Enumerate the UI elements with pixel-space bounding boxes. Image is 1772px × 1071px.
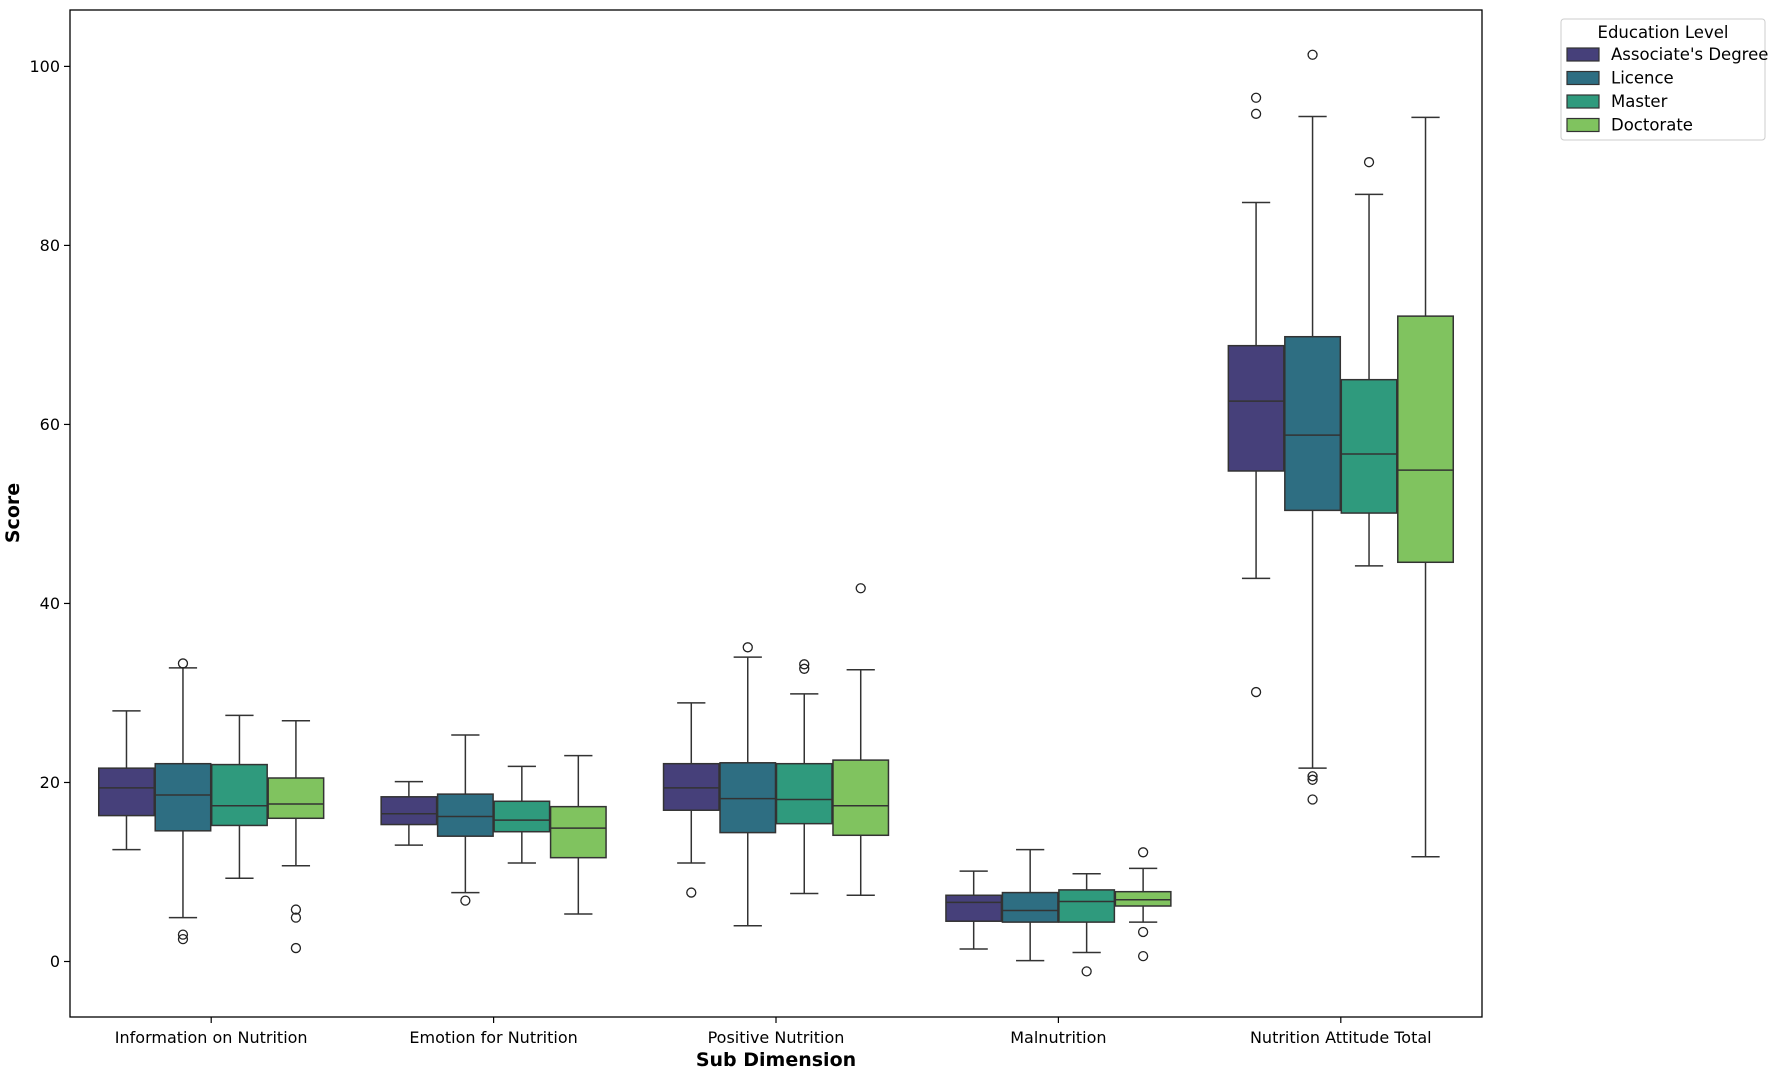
legend: Education Level Associate's Degree Licenc… — [1560, 18, 1768, 141]
box-3-0 — [945, 870, 1003, 950]
x-tick-label: Emotion for Nutrition — [409, 1028, 577, 1047]
box-1-3 — [549, 754, 607, 915]
box-1-0 — [380, 780, 438, 846]
x-tick-label: Malnutrition — [1010, 1028, 1106, 1047]
box-iqr — [1227, 344, 1285, 472]
outlier-point — [177, 658, 189, 669]
outlier-point — [1250, 108, 1262, 119]
box-1-2 — [493, 765, 551, 864]
box-iqr — [210, 763, 268, 827]
box-iqr — [380, 796, 438, 826]
box-0-0 — [97, 710, 155, 851]
box-iqr — [945, 894, 1003, 922]
box-2-3 — [832, 583, 890, 897]
box-iqr — [662, 762, 720, 811]
axes: 0 20 40 60 80 100 Information on Nutrition Emot… — [29, 57, 1431, 1047]
box-4-1 — [1284, 49, 1342, 805]
outlier-point — [290, 942, 302, 954]
legend-swatch — [1566, 94, 1600, 109]
legend-swatch — [1566, 70, 1600, 86]
box-4-3 — [1397, 116, 1455, 858]
outlier-point — [1363, 157, 1375, 168]
box-iqr — [1114, 890, 1172, 907]
outlier-point — [1250, 92, 1262, 103]
legend-label: Master — [1611, 92, 1668, 111]
outlier-point — [799, 659, 810, 670]
legend-label: Doctorate — [1611, 116, 1693, 135]
box-0-3 — [267, 719, 325, 954]
legend-label: Associate's Degree — [1611, 45, 1768, 64]
outlier-point — [290, 912, 302, 923]
legend-item: Associate's Degree — [1566, 45, 1768, 64]
box-iqr — [436, 793, 494, 837]
box-iqr — [719, 762, 777, 834]
y-axis-label: Score — [2, 483, 24, 543]
box-0-2 — [210, 714, 268, 880]
box-iqr — [1001, 891, 1059, 923]
y-tick-label: 80 — [40, 236, 60, 255]
legend-item: Master — [1566, 92, 1668, 111]
outlier-point — [1307, 774, 1318, 785]
box-1-1 — [436, 734, 494, 906]
y-tick-label: 60 — [40, 415, 60, 434]
outlier-point — [1307, 771, 1318, 782]
y-tick-label: 40 — [40, 594, 60, 613]
box-iqr — [493, 800, 551, 833]
outlier-point — [177, 929, 189, 940]
box-3-1 — [1001, 848, 1059, 962]
legend-label: Licence — [1611, 69, 1674, 88]
outlier-point — [1250, 686, 1262, 698]
legend-frame — [1560, 18, 1766, 141]
box-3-2 — [1058, 873, 1116, 977]
y-tick-label: 20 — [40, 773, 60, 792]
box-iqr — [1284, 335, 1342, 512]
box-3-3 — [1114, 847, 1172, 962]
outlier-point — [1137, 950, 1149, 962]
box-iqr — [154, 762, 212, 832]
box-2-1 — [719, 642, 777, 927]
box-2-0 — [662, 702, 720, 898]
box-iqr — [832, 759, 890, 837]
box-4-2 — [1340, 157, 1398, 567]
x-tick-label: Information on Nutrition — [115, 1028, 308, 1047]
outlier-point — [290, 904, 302, 915]
box-iqr — [549, 805, 607, 859]
box-iqr — [1340, 378, 1398, 514]
outlier-point — [177, 933, 189, 945]
outlier-point — [1307, 49, 1318, 60]
box-2-2 — [775, 659, 833, 895]
outlier-point — [1137, 926, 1149, 938]
x-tick-label: Positive Nutrition — [708, 1028, 845, 1047]
legend-title: Education Level — [1598, 23, 1729, 42]
outlier-point — [1137, 847, 1149, 858]
legend-swatch — [1566, 47, 1600, 62]
box-iqr — [1397, 315, 1455, 564]
box-iqr — [775, 762, 833, 825]
legend-item: Doctorate — [1566, 116, 1693, 135]
box-iqr — [97, 767, 155, 817]
outlier-point — [1081, 966, 1092, 977]
legend-swatch — [1566, 117, 1600, 133]
x-tick-label: Nutrition Attitude Total — [1250, 1028, 1432, 1047]
outlier-point — [460, 895, 471, 906]
outlier-point — [855, 583, 866, 594]
x-axis-label: Sub Dimension — [696, 1049, 856, 1071]
outlier-point — [1307, 794, 1318, 805]
box-4-0 — [1227, 92, 1285, 698]
legend-item: Licence — [1566, 69, 1674, 88]
box-iqr — [1058, 889, 1116, 923]
y-tick-label: 100 — [29, 57, 60, 76]
outlier-point — [686, 887, 697, 898]
y-tick-label: 0 — [50, 952, 60, 971]
outlier-point — [742, 642, 753, 653]
box-0-1 — [154, 658, 212, 945]
box-iqr — [267, 777, 325, 820]
outlier-point — [799, 663, 810, 674]
plot-marks — [97, 49, 1455, 977]
